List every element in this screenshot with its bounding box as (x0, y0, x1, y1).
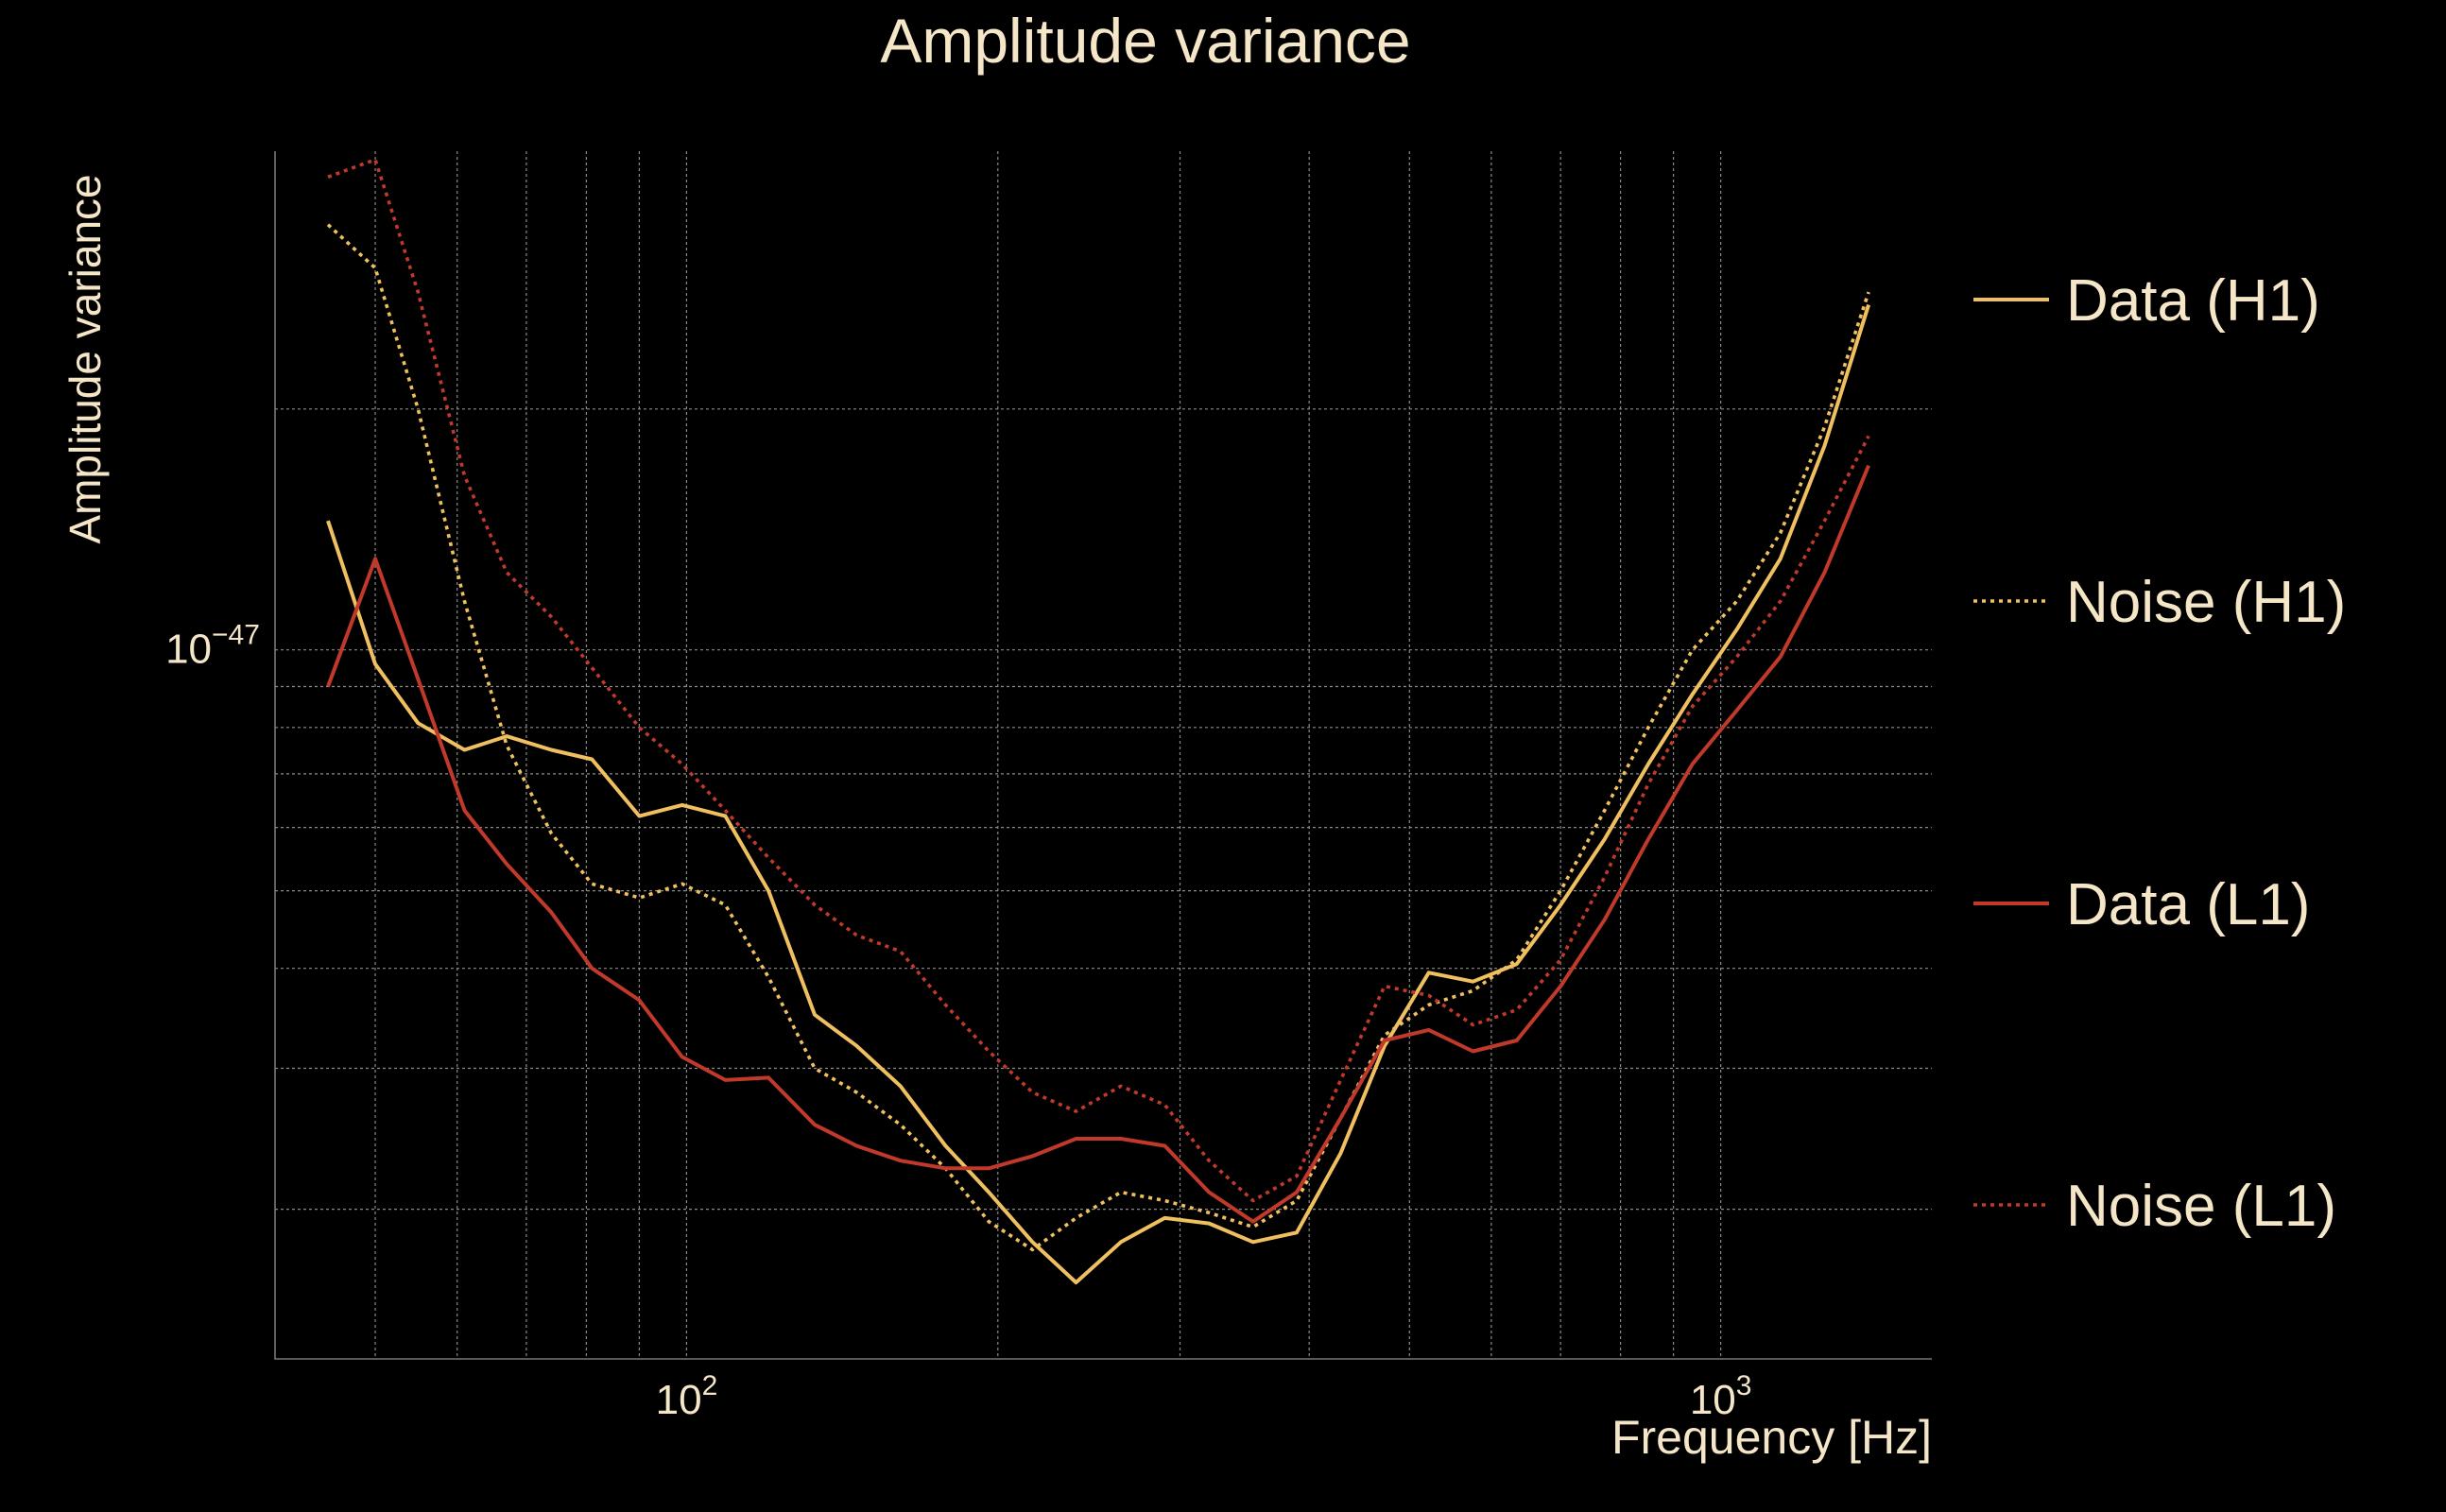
axis-frame (274, 151, 1932, 1360)
series-line-1 (326, 223, 1870, 1252)
legend-label-2: Data (L1) (2066, 872, 2310, 937)
x-tick-label: 103 (1690, 1370, 1752, 1423)
legend-label-0: Data (H1) (2066, 268, 2320, 334)
plot-series (326, 158, 1871, 1285)
legend-label-1: Noise (H1) (2066, 570, 2346, 635)
y-axis-label: Amplitude variance (60, 174, 110, 543)
legend-label-3: Noise (L1) (2066, 1174, 2336, 1239)
series-line-0 (326, 303, 1871, 1285)
chart-title: Amplitude variance (880, 6, 1410, 76)
tick-labels: 102 103 10−47 (165, 620, 1751, 1423)
series-line-2 (326, 464, 1870, 1224)
x-tick-label: 102 (656, 1370, 718, 1423)
grid (274, 151, 1932, 1360)
y-tick-label: 10−47 (165, 620, 260, 673)
series-line-3 (327, 158, 1870, 1203)
x-axis-label: Frequency [Hz] (1611, 1411, 1932, 1464)
legend: Data (H1) Noise (H1) Data (L1) Noise (L1) (1973, 268, 2346, 1239)
